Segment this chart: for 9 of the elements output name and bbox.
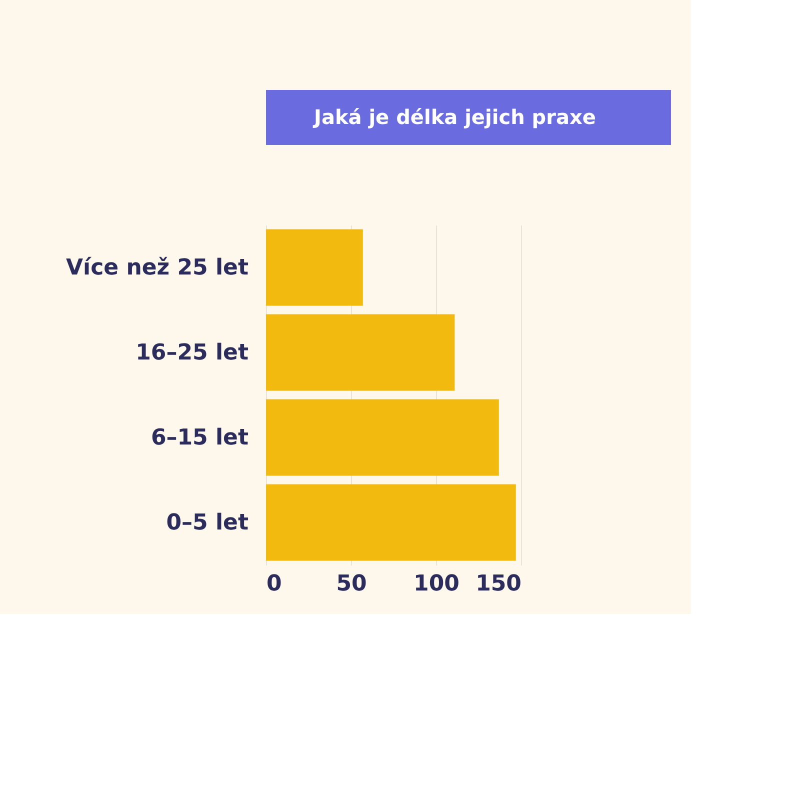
x-tick-label: 50 <box>336 572 367 596</box>
chart-title: Jaká je délka jejich praxe <box>312 105 596 129</box>
y-tick-label: 16–25 let <box>136 340 249 366</box>
y-tick-label: Více než 25 let <box>66 256 249 280</box>
x-tick-label: 150 <box>476 572 522 596</box>
y-tick-label: 6–15 let <box>150 426 249 450</box>
y-tick-label: 0–5 let <box>166 510 249 536</box>
x-tick-label: 100 <box>414 572 460 596</box>
x-tick-label: 0 <box>266 572 282 596</box>
